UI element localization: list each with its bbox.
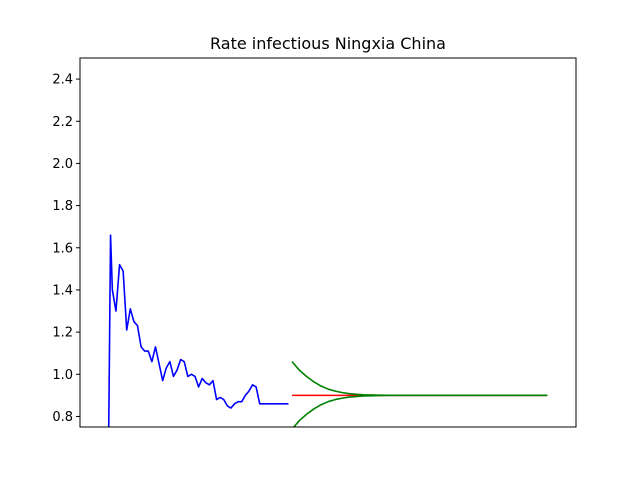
series-line-observed: [107, 234, 289, 427]
series-layer: [107, 234, 548, 427]
y-tick-label: 1.4: [52, 283, 73, 298]
series-line-lower-bound: [292, 394, 548, 427]
chart-title: Rate infectious Ningxia China: [210, 34, 446, 53]
y-tick-label: 1.0: [52, 368, 73, 383]
y-tick-label: 1.6: [52, 241, 73, 256]
y-tick-label: 2.0: [52, 157, 73, 172]
y-tick-label: 2.2: [52, 115, 73, 130]
plot-frame: [79, 57, 577, 428]
y-axis: 0.8 1.0 1.2 1.4 1.6 1.8 2.0 2.2 2.4: [52, 73, 80, 425]
y-tick-label: 0.8: [52, 410, 73, 425]
y-tick-label: 1.2: [52, 326, 73, 341]
y-tick-label: 2.4: [52, 73, 73, 88]
y-tick-label: 1.8: [52, 199, 73, 214]
